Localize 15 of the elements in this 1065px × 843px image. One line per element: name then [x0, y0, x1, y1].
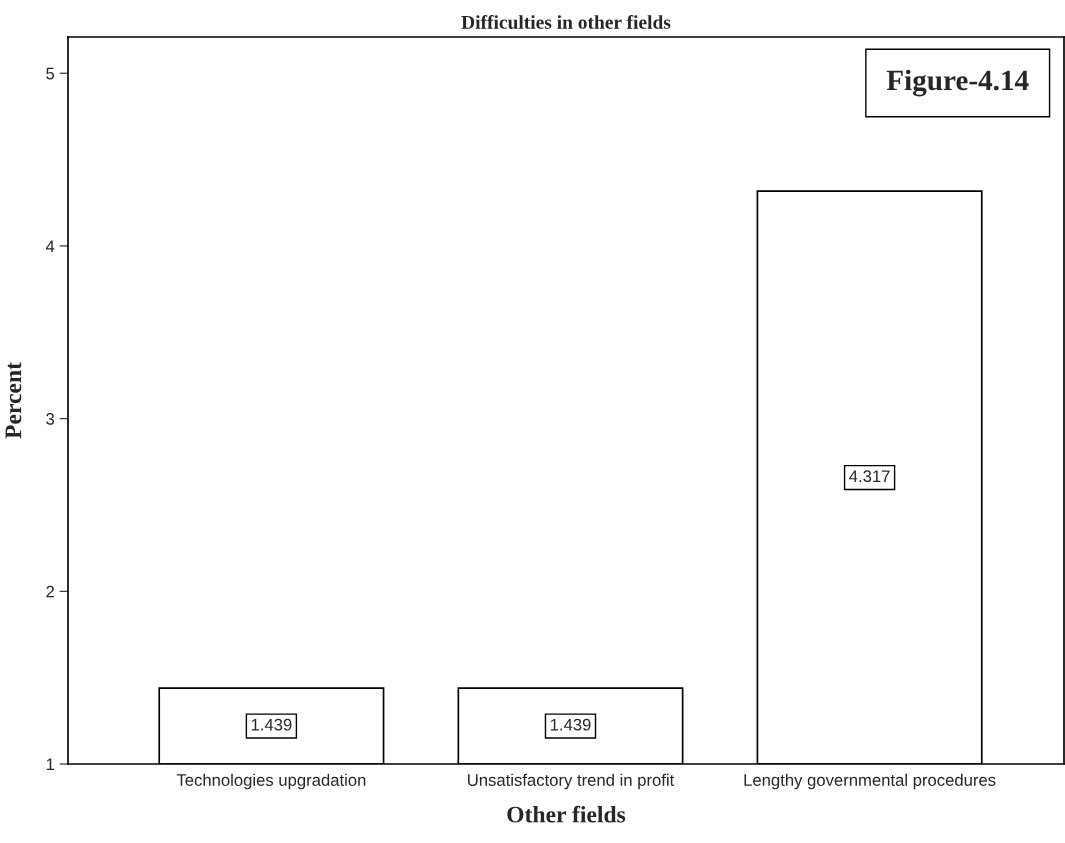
x-tick-label: Unsatisfactory trend in profit: [468, 773, 675, 790]
y-tick-label: 3: [46, 413, 55, 425]
data-label: 1.439: [550, 718, 591, 731]
y-tick-label: 5: [46, 67, 55, 80]
data-label: 1.439: [251, 718, 292, 731]
y-axis-title: Percent: [5, 362, 22, 439]
y-tick-label: 4: [45, 240, 55, 252]
annotation: Figure-4.14: [886, 69, 1029, 97]
x-tick-label: Technologies upgradation: [176, 773, 366, 790]
y-tick-label: 1: [46, 758, 54, 771]
y-tick-label: 2: [46, 585, 54, 598]
chart-title: Difficulties in other fields: [461, 14, 671, 29]
x-tick-label: Lengthy governmental procedures: [744, 773, 996, 790]
x-axis-title: Other fields: [507, 805, 626, 823]
data-label: 4.317: [849, 470, 890, 483]
